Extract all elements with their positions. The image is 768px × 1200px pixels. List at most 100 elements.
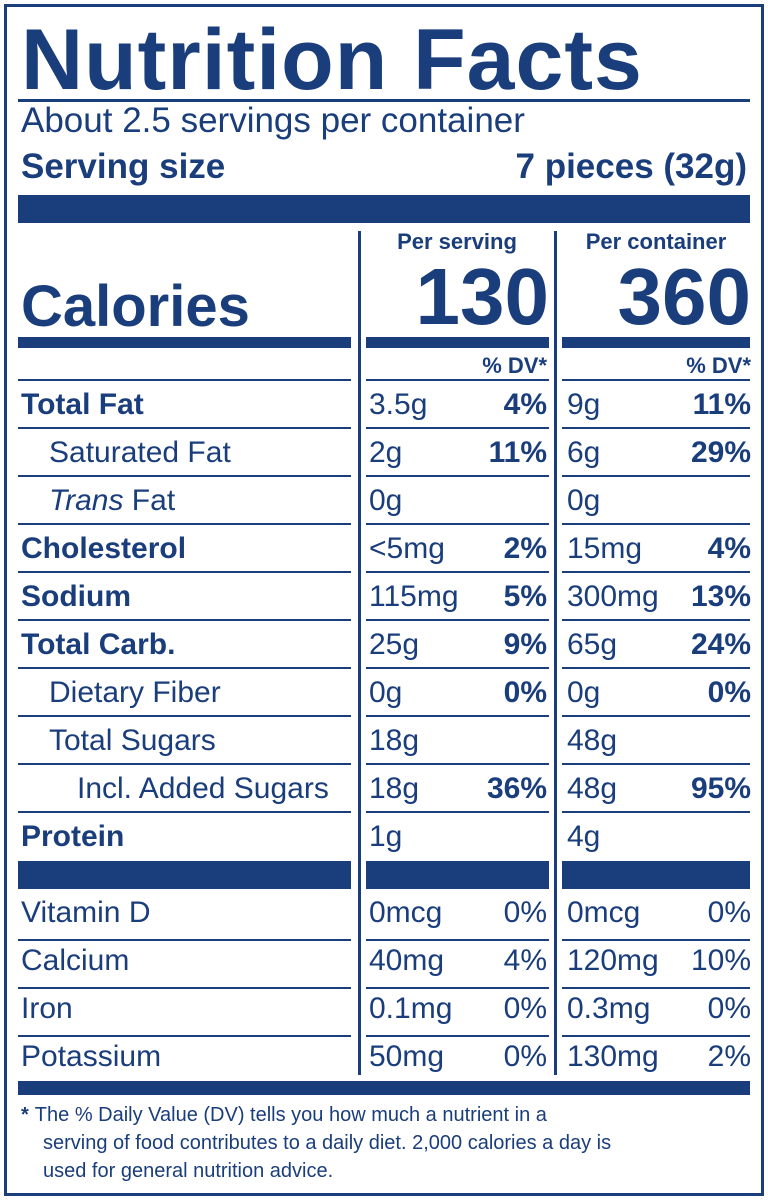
row-separator — [562, 523, 750, 525]
row-separator — [562, 811, 750, 813]
nutrient-name: Incl. Added Sugars — [77, 772, 329, 805]
nutrition-label: Nutrition Facts About 2.5 servings per c… — [4, 4, 764, 1196]
nutrient-row-cholesterol: Cholesterol <5mg 2% 15mg 4% — [7, 525, 767, 573]
amount-per-container: 15mg — [567, 532, 643, 565]
row-separator — [562, 379, 750, 381]
title-rule — [18, 99, 750, 102]
serving-size-label: Serving size — [21, 147, 226, 186]
nutrient-name-rest: Fat — [123, 484, 176, 517]
amount-per-serving: 1g — [369, 820, 403, 853]
row-separator — [366, 523, 549, 525]
amount-per-serving: 18g — [369, 724, 420, 757]
nutrient-name-italic: Trans — [49, 484, 124, 517]
nutrient-name: Saturated Fat — [49, 436, 231, 469]
row-separator — [562, 475, 750, 477]
amount-per-serving: 0g — [369, 676, 403, 709]
row-separator — [18, 619, 351, 621]
dv-per-container — [647, 477, 751, 525]
row-separator — [366, 619, 549, 621]
footnote: * The % Daily Value (DV) tells you how mu… — [21, 1101, 751, 1185]
dv-per-serving: 9% — [503, 628, 547, 661]
dv-per-container: 0% — [707, 896, 751, 929]
amount-per-container: 300mg — [567, 580, 659, 613]
amount-per-serving: 2g — [369, 436, 403, 469]
nutrient-row-total-sugars: Total Sugars 18g 48g — [7, 717, 767, 765]
dv-per-container — [647, 813, 751, 861]
nutrient-name: Cholesterol — [21, 532, 187, 565]
amount-per-container: 130mg — [567, 1040, 659, 1073]
amount-per-serving: 50mg — [369, 1040, 445, 1073]
calories-rule-right — [562, 337, 750, 348]
row-separator — [366, 715, 549, 717]
vitamin-name: Potassium — [21, 1040, 162, 1073]
dv-per-container: 95% — [690, 772, 751, 805]
amount-per-container: 48g — [567, 724, 618, 757]
amount-per-serving: 25g — [369, 628, 420, 661]
row-separator — [18, 939, 351, 941]
nutrient-row-trans-fat: Trans Fat 0g 0g — [7, 477, 767, 525]
dv-header-container: % DV* — [686, 353, 751, 378]
amount-per-serving: 40mg — [369, 944, 445, 977]
column-divider-right — [554, 231, 557, 1075]
nutrient-name: Total Fat — [21, 388, 144, 421]
per-container-header: Per container — [585, 229, 727, 254]
thick-rule-top — [18, 195, 750, 223]
nutrient-row-protein: Protein 1g 4g — [7, 813, 767, 861]
amount-per-container: 6g — [567, 436, 601, 469]
dv-per-serving: 2% — [503, 532, 547, 565]
nutrient-name: Protein — [21, 820, 125, 853]
calories-per-serving: 130 — [415, 252, 549, 341]
row-separator — [366, 811, 549, 813]
amount-per-container: 9g — [567, 388, 601, 421]
thick-rule-bottom — [18, 1081, 750, 1095]
amount-per-container: 48g — [567, 772, 618, 805]
label-title: Nutrition Facts — [21, 12, 643, 108]
amount-per-serving: 0g — [369, 484, 403, 517]
dv-per-container: 10% — [690, 944, 751, 977]
amount-per-container: 65g — [567, 628, 618, 661]
row-separator — [562, 571, 750, 573]
dv-per-serving — [447, 477, 547, 525]
nutrient-row-total-fat: Total Fat 3.5g 4% 9g 11% — [7, 381, 767, 429]
amount-per-serving: <5mg — [369, 532, 445, 565]
footnote-line-1: * The % Daily Value (DV) tells you how mu… — [21, 1101, 751, 1129]
row-separator — [366, 987, 549, 989]
dv-per-container: 24% — [690, 628, 751, 661]
row-separator — [562, 1035, 750, 1037]
amount-per-container: 0.3mg — [567, 992, 651, 1025]
amount-per-container: 0mcg — [567, 896, 641, 929]
vitamin-row-potassium: Potassium 50mg 0% 130mg 2% — [7, 1033, 767, 1081]
servings-per-container: About 2.5 servings per container — [21, 101, 525, 140]
amount-per-serving: 115mg — [369, 580, 459, 613]
amount-per-serving: 0mcg — [369, 896, 443, 929]
amount-per-serving: 3.5g — [369, 388, 428, 421]
per-serving-header: Per serving — [397, 229, 517, 254]
row-separator — [366, 939, 549, 941]
dv-per-serving: 36% — [486, 772, 547, 805]
row-separator — [18, 667, 351, 669]
row-separator — [18, 427, 351, 429]
vitamin-name: Iron — [21, 992, 73, 1025]
calories-rule-left — [18, 337, 351, 348]
nutrient-name: Trans Fat — [49, 477, 175, 525]
dv-per-container: 4% — [707, 532, 751, 565]
nutrient-name: Sodium — [21, 580, 131, 613]
nutrient-name: Total Sugars — [49, 724, 216, 757]
vitamin-name: Vitamin D — [21, 896, 151, 929]
nutrient-row-added-sugars: Incl. Added Sugars 18g 36% 48g 95% — [7, 765, 767, 813]
serving-size-value: 7 pieces (32g) — [515, 147, 748, 186]
amount-per-serving: 18g — [369, 772, 420, 805]
row-separator — [366, 427, 549, 429]
row-separator — [366, 379, 549, 381]
row-separator — [562, 987, 750, 989]
dv-per-container: 0% — [707, 676, 751, 709]
row-separator — [18, 379, 351, 381]
row-separator — [562, 763, 750, 765]
row-separator — [18, 1035, 351, 1037]
row-separator — [18, 987, 351, 989]
dv-per-container: 2% — [707, 1040, 751, 1073]
dv-per-serving: 0% — [503, 896, 547, 929]
row-separator — [18, 571, 351, 573]
row-separator — [562, 667, 750, 669]
nutrient-name: Dietary Fiber — [49, 676, 221, 709]
